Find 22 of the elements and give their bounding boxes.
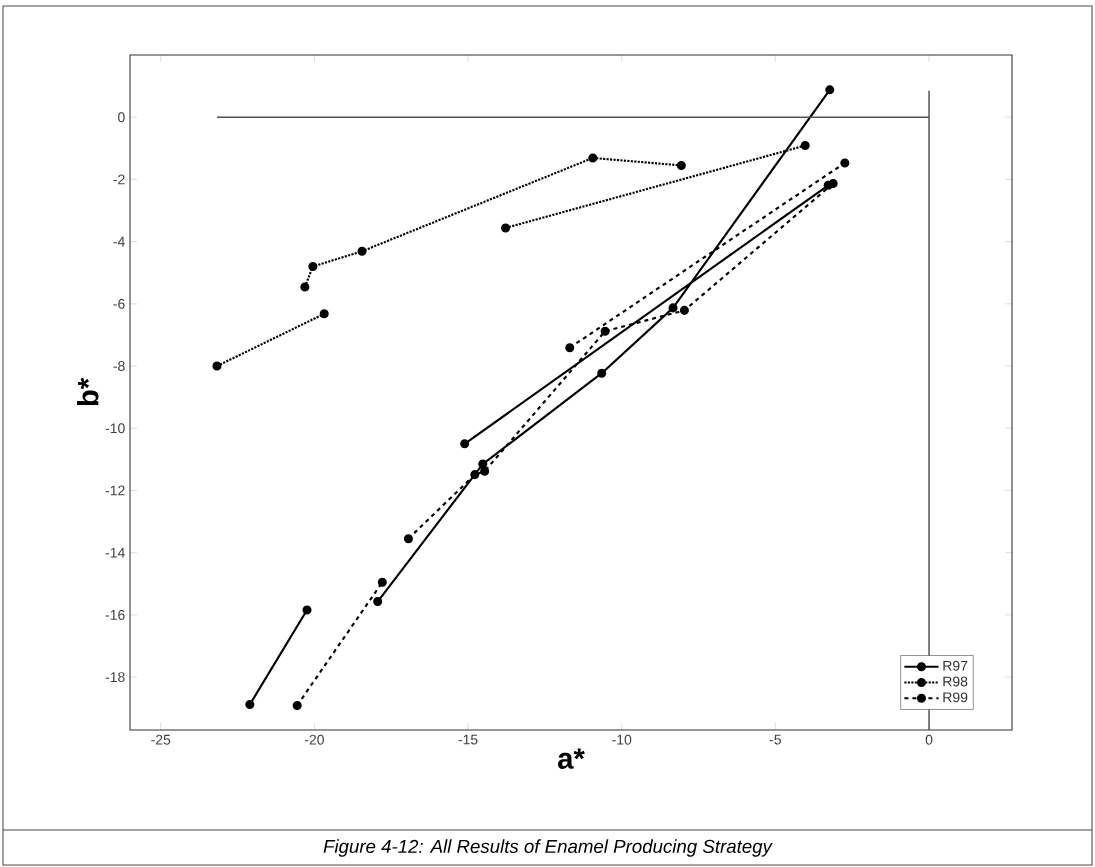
x-axis-title: a* (558, 748, 585, 769)
x-tick-label: -15 (458, 734, 478, 745)
y-tick-label: -16 (105, 609, 125, 620)
y-tick-label: -2 (113, 174, 125, 185)
x-tick-label: 0 (925, 734, 933, 745)
x-tick-label: -25 (151, 734, 171, 745)
y-tick-label: -10 (105, 423, 125, 434)
caption: Figure 4-12: All Results of Enamel Producing Strategy (323, 839, 773, 857)
x-tick-label: -10 (612, 734, 632, 745)
y-tick-label: -14 (105, 547, 125, 558)
x-tick-label: -5 (769, 734, 782, 745)
legend-label: R99 (943, 692, 968, 703)
legend-label: R97 (943, 660, 968, 671)
y-tick-label: -8 (113, 361, 125, 372)
x-tick-label: -20 (304, 734, 324, 745)
legend-label: R98 (943, 676, 968, 687)
y-tick-label: 0 (118, 112, 125, 123)
y-tick-label: -18 (105, 672, 125, 683)
y-axis-title: b* (77, 377, 99, 406)
y-tick-label: -4 (113, 236, 125, 247)
y-tick-label: -6 (113, 298, 125, 309)
y-tick-label: -12 (105, 485, 125, 496)
